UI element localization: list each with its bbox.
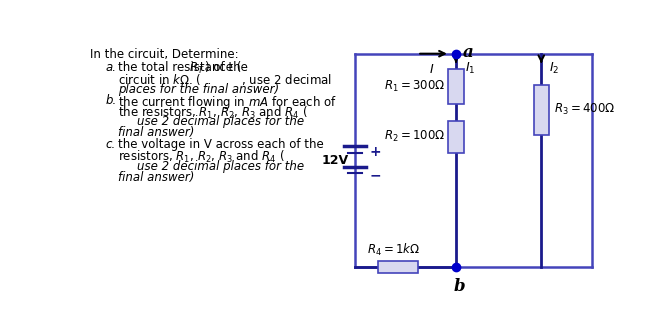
Text: places for the final answer): places for the final answer) bbox=[118, 83, 280, 96]
Text: the total resistance (: the total resistance ( bbox=[118, 61, 241, 74]
Text: the voltage in V across each of the: the voltage in V across each of the bbox=[118, 138, 324, 151]
Text: final answer): final answer) bbox=[118, 126, 194, 139]
Text: final answer): final answer) bbox=[118, 171, 194, 184]
Text: $R_2 = 100\Omega$: $R_2 = 100\Omega$ bbox=[384, 129, 445, 144]
Text: a: a bbox=[463, 44, 474, 61]
Text: $I_2$: $I_2$ bbox=[549, 61, 559, 76]
Text: $R_T$: $R_T$ bbox=[189, 61, 204, 76]
Text: $I_1$: $I_1$ bbox=[465, 61, 476, 76]
Text: +: + bbox=[369, 145, 381, 159]
Text: use 2 decimal places for the: use 2 decimal places for the bbox=[136, 160, 304, 173]
Text: use 2 decimal places for the: use 2 decimal places for the bbox=[136, 115, 304, 128]
Text: −: − bbox=[369, 168, 381, 182]
Text: b.: b. bbox=[106, 94, 117, 107]
Text: a.: a. bbox=[106, 61, 117, 74]
Text: $R_4 = 1k\Omega$: $R_4 = 1k\Omega$ bbox=[368, 242, 421, 258]
Text: circuit in $k\Omega$. (           , use 2 decimal: circuit in $k\Omega$. ( , use 2 decimal bbox=[118, 72, 332, 87]
Text: 12V: 12V bbox=[321, 154, 349, 167]
Text: $R_1 = 300\Omega$: $R_1 = 300\Omega$ bbox=[384, 79, 445, 94]
Text: the current flowing in $mA$ for each of: the current flowing in $mA$ for each of bbox=[118, 94, 337, 111]
Text: $R_3 = 400\Omega$: $R_3 = 400\Omega$ bbox=[554, 102, 615, 117]
Text: In the circuit, Determine:: In the circuit, Determine: bbox=[90, 47, 239, 60]
Bar bbox=[448, 121, 464, 153]
Bar bbox=[534, 85, 549, 134]
Text: c.: c. bbox=[106, 138, 116, 151]
Text: the resistors, $R_1$, $R_2$, $R_3$ and $R_4$ (: the resistors, $R_1$, $R_2$, $R_3$ and $… bbox=[118, 105, 308, 121]
Text: $I$: $I$ bbox=[429, 63, 434, 76]
Text: ) of the: ) of the bbox=[205, 61, 248, 74]
Text: b: b bbox=[454, 278, 465, 295]
Bar bbox=[448, 69, 464, 104]
Bar bbox=[378, 261, 418, 273]
Text: resistors, $R_1$, $R_2$, $R_3$ and $R_4$ (: resistors, $R_1$, $R_2$, $R_3$ and $R_4$… bbox=[118, 149, 285, 165]
